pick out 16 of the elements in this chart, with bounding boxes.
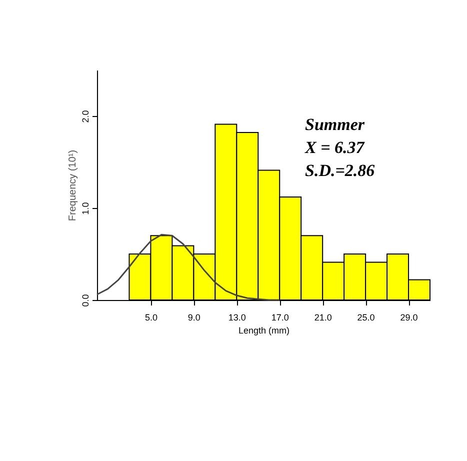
y-tick-label: 2.0 (80, 110, 90, 123)
x-tick-label: 5.0 (144, 312, 158, 322)
x-axis-title: Length (mm) (238, 326, 290, 336)
x-tick-label: 25.0 (357, 312, 375, 322)
y-tick-label: 1.0 (80, 202, 90, 215)
x-tick-label: 9.0 (188, 312, 200, 322)
y-tick-label: 0.0 (80, 294, 90, 307)
y-axis-title: Frequency (10¹) (68, 150, 78, 222)
x-tick-label: 21.0 (314, 312, 332, 322)
x-tick-label: 17.0 (271, 312, 289, 322)
line-series (96, 234, 280, 301)
annotation: Summer (305, 115, 365, 134)
annotation: S.D.=2.86 (305, 161, 376, 180)
annotation: X = 6.37 (304, 138, 366, 157)
x-tick-label: 29.0 (400, 312, 418, 322)
x-tick-label: 13.0 (228, 312, 246, 322)
